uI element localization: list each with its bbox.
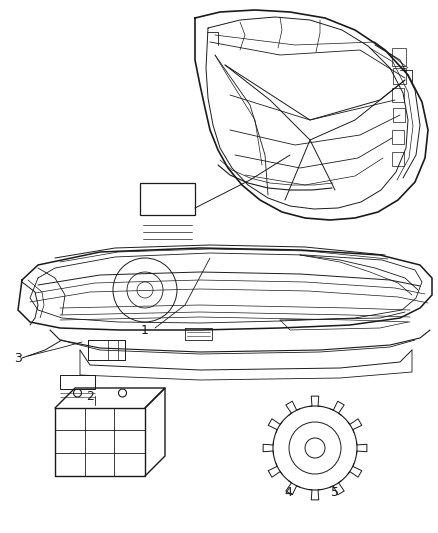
- Text: 5: 5: [331, 486, 339, 498]
- Bar: [392, 130, 404, 144]
- Bar: [392, 152, 404, 166]
- Circle shape: [74, 389, 81, 397]
- Text: 1: 1: [141, 324, 149, 336]
- Text: 3: 3: [14, 351, 22, 365]
- Bar: [393, 68, 406, 84]
- Text: 4: 4: [284, 486, 292, 498]
- Bar: [392, 48, 406, 66]
- Bar: [140, 183, 195, 215]
- Circle shape: [119, 389, 127, 397]
- Bar: [392, 88, 404, 102]
- Bar: [60, 375, 95, 389]
- Bar: [393, 108, 405, 122]
- Text: 2: 2: [86, 390, 94, 402]
